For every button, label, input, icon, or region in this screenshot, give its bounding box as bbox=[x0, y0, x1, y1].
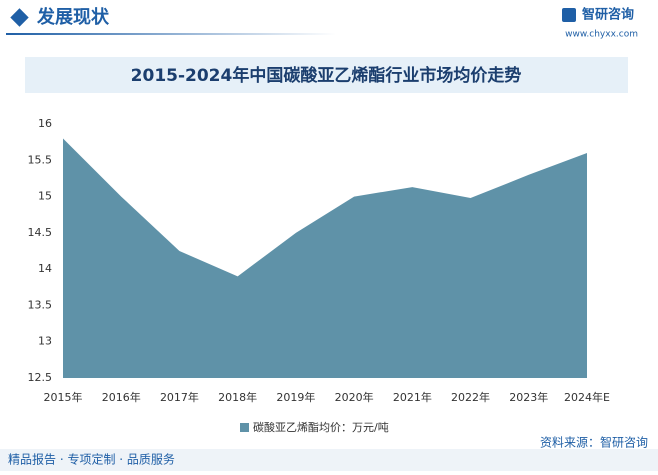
x-tick-label: 2023年 bbox=[509, 390, 548, 404]
chart-title: 2015-2024年中国碳酸亚乙烯酯行业市场均价走势 bbox=[131, 65, 522, 86]
y-tick-label: 15 bbox=[38, 190, 52, 203]
x-tick-label: 2015年 bbox=[44, 390, 83, 404]
logo-text: 智研咨询 bbox=[582, 7, 634, 23]
legend-label: 碳酸亚乙烯酯均价：万元/吨 bbox=[253, 420, 389, 434]
logo-icon bbox=[562, 8, 576, 22]
plot: 12.5 13 13.5 14 14.5 15 15.5 16 2015年 2016年 2017年 2… bbox=[28, 117, 611, 434]
header-icon bbox=[10, 8, 29, 27]
source: 资料来源：智研咨询 bbox=[540, 435, 648, 450]
y-tick-label: 13.5 bbox=[28, 298, 53, 311]
y-tick-label: 16 bbox=[38, 117, 52, 130]
x-tick-label: 2017年 bbox=[160, 390, 199, 404]
y-tick-label: 13 bbox=[38, 335, 52, 348]
title-band bbox=[25, 57, 628, 93]
footer-left: 精品报告 · 专项定制 · 品质服务 bbox=[8, 452, 175, 467]
x-tick-label: 2022年 bbox=[451, 390, 490, 404]
y-tick-label: 14 bbox=[38, 262, 52, 275]
y-tick-label: 14.5 bbox=[28, 226, 53, 239]
y-tick-label: 15.5 bbox=[28, 153, 53, 166]
x-tick-label: 2018年 bbox=[218, 390, 257, 404]
legend-swatch bbox=[240, 423, 249, 432]
area bbox=[63, 138, 587, 378]
x-tick-label: 2021年 bbox=[393, 390, 432, 404]
header-rule bbox=[6, 33, 336, 35]
x-tick-label: 2020年 bbox=[335, 390, 374, 404]
x-tick-label: 2016年 bbox=[102, 390, 141, 404]
section-title: 发展现状 bbox=[36, 6, 110, 28]
website: www.chyxx.com bbox=[565, 30, 638, 40]
footer-band bbox=[0, 449, 658, 471]
x-tick-label: 2024年E bbox=[564, 390, 610, 404]
y-tick-label: 12.5 bbox=[28, 371, 53, 384]
x-tick-label: 2019年 bbox=[276, 390, 315, 404]
